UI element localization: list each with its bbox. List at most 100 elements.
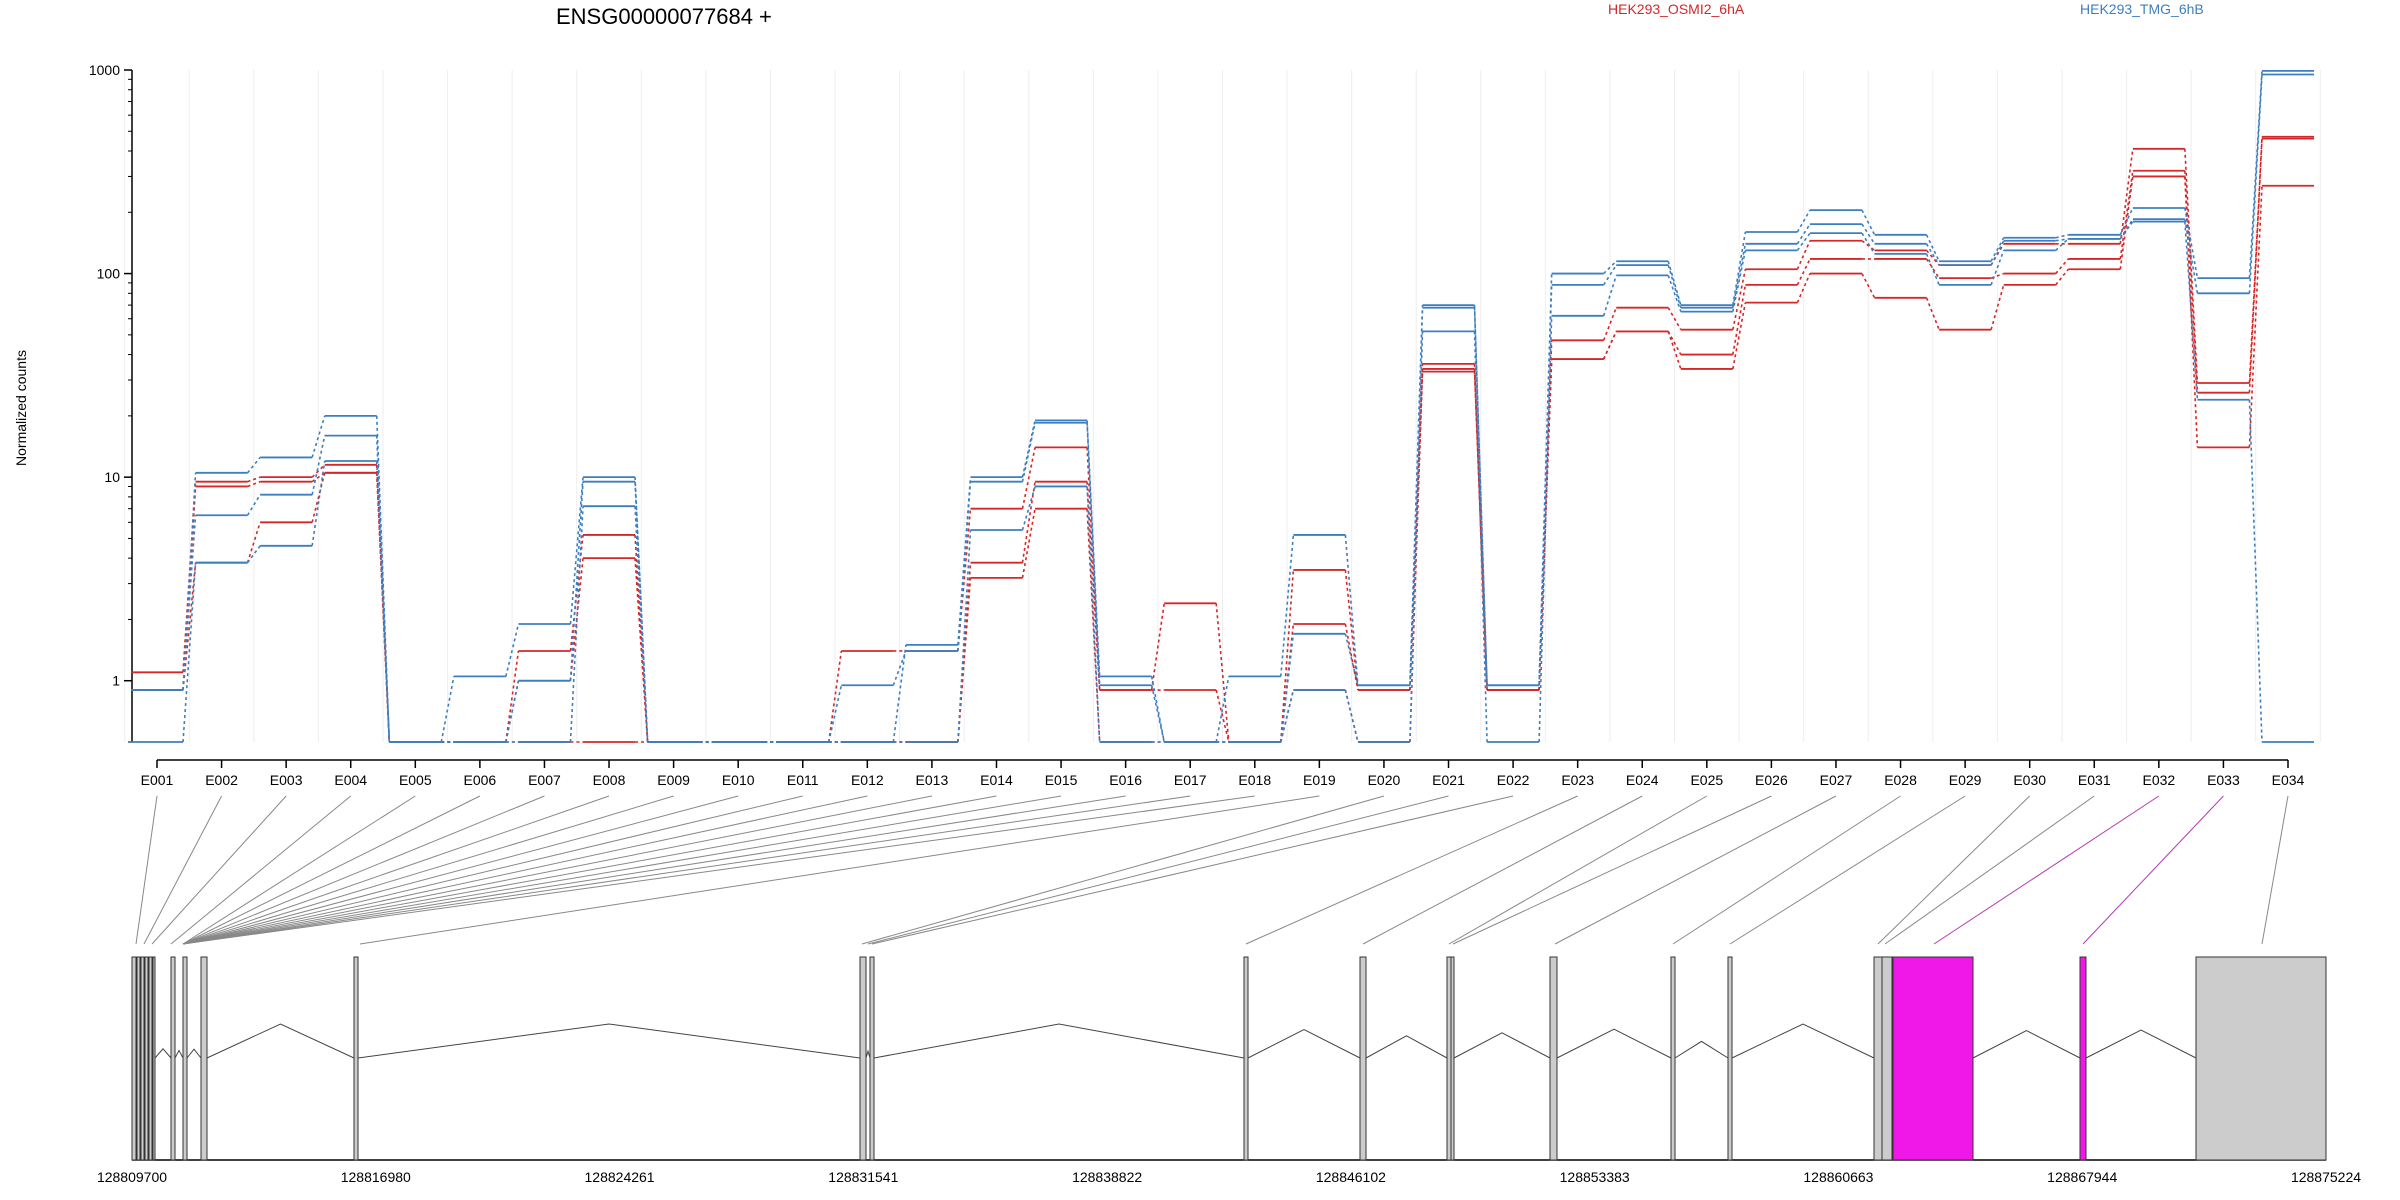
data-connector [1796, 223, 1811, 245]
data-connector [2248, 138, 2263, 393]
data-connector [1667, 260, 1682, 306]
exon-connector [182, 795, 481, 945]
y-tick-label: 100 [97, 266, 121, 282]
data-connector [1796, 258, 1811, 286]
data-connector [1796, 273, 1811, 303]
data-connector [1409, 307, 1424, 686]
y-axis-label: Normalized counts [13, 350, 29, 466]
x-tick-label: E007 [528, 772, 561, 788]
genomic-tick-label: 128846102 [1316, 1169, 1386, 1185]
exon-connector [1729, 795, 1966, 945]
axes-layer: 1 10 100 1000 E001 E002 E003 E004 E005 E006 E007 E0… [89, 62, 2305, 788]
genomic-tick-label: 128875224 [2291, 1169, 2361, 1185]
data-connector [1990, 240, 2005, 266]
exon-box [1873, 956, 1883, 1161]
data-connector [1280, 689, 1295, 743]
exon-box [1670, 956, 1676, 1161]
data-connector [1925, 243, 1940, 266]
data-connector [440, 676, 455, 743]
genomic-tick-label: 128831541 [828, 1169, 898, 1185]
y-tick-label: 1 [112, 673, 120, 689]
data-connector [1086, 486, 1101, 743]
exon-connector [135, 795, 158, 945]
intron-line [206, 1023, 355, 1059]
data-connector [1344, 534, 1359, 686]
data-connector [1215, 676, 1230, 743]
data-connector [1538, 284, 1553, 686]
exon-connector [143, 795, 223, 945]
genomic-tick-label: 128838822 [1072, 1169, 1142, 1185]
exon-box [859, 956, 867, 1161]
data-connector [182, 515, 197, 691]
series-6 [131, 220, 2314, 743]
intron-line [1731, 1023, 1875, 1059]
genomic-tick-label: 128853383 [1560, 1169, 1630, 1185]
data-connector [892, 644, 907, 743]
x-tick-label: E027 [1820, 772, 1853, 788]
exon-connector [151, 795, 287, 945]
gene-model: 128809700 128816980 128824261 128831541 1288… [97, 956, 2361, 1185]
exon-connector [182, 795, 1255, 945]
genomic-tick-label: 128824261 [585, 1169, 655, 1185]
exon-box [1892, 956, 1974, 1161]
data-connector [1667, 275, 1682, 312]
data-connector [505, 680, 520, 743]
data-connector [1021, 486, 1036, 531]
exon-connector [1554, 795, 1837, 945]
data-connector [1732, 243, 1747, 308]
data-connector [247, 476, 261, 483]
genomic-tick-label: 128860663 [1803, 1169, 1873, 1185]
x-tick-label: E026 [1755, 772, 1788, 788]
exon-box [182, 956, 188, 1161]
exon-connector [861, 795, 1385, 945]
data-connector [1409, 331, 1424, 743]
exon-box [148, 956, 153, 1161]
data-connector [957, 529, 972, 743]
exon-connector [867, 795, 1449, 945]
data-connector [1086, 422, 1101, 686]
data-connector [505, 623, 520, 677]
data-connector [634, 558, 649, 743]
intron-line [873, 1023, 1245, 1059]
y-tick-label: 1000 [89, 62, 120, 78]
x-tick-label: E008 [593, 772, 626, 788]
data-connector [892, 650, 907, 686]
x-tick-label: E031 [2078, 772, 2111, 788]
exon-connector [1362, 795, 1643, 945]
genomic-tick-label: 128816980 [341, 1169, 411, 1185]
x-tick-label: E004 [334, 772, 367, 788]
data-connector [1732, 302, 1747, 370]
exon-connector [1672, 795, 1901, 945]
intron-line [154, 1048, 172, 1059]
exon-connector [2082, 795, 2224, 945]
genomic-tick-label: 128867944 [2047, 1169, 2117, 1185]
x-tick-label: E019 [1303, 772, 1336, 788]
data-connector [1861, 232, 1876, 255]
exon-connector [182, 795, 803, 945]
data-connector [1021, 447, 1036, 509]
data-connector [1861, 223, 1876, 245]
exon-box [1359, 956, 1367, 1161]
x-tick-label: E003 [270, 772, 303, 788]
data-connector [2119, 176, 2134, 270]
exon-connector [182, 795, 739, 945]
data-connector [1344, 623, 1359, 691]
data-connector [311, 464, 326, 478]
intron-line [1247, 1029, 1361, 1059]
data-connector [2248, 74, 2263, 294]
data-connector [1990, 237, 2005, 262]
data-connector [1344, 689, 1359, 743]
x-tick-label: E034 [2272, 772, 2305, 788]
x-tick-label: E014 [980, 772, 1013, 788]
data-connector [1086, 420, 1101, 677]
x-tick-label: E023 [1561, 772, 1594, 788]
exon-box [131, 956, 137, 1161]
x-tick-label: E032 [2142, 772, 2175, 788]
exon-connector [1933, 795, 2160, 945]
intron-line [186, 1048, 202, 1059]
data-connector [1796, 209, 1811, 233]
x-tick-label: E011 [787, 772, 819, 788]
data-connector [1925, 258, 1940, 279]
intron-line [1674, 1040, 1729, 1059]
